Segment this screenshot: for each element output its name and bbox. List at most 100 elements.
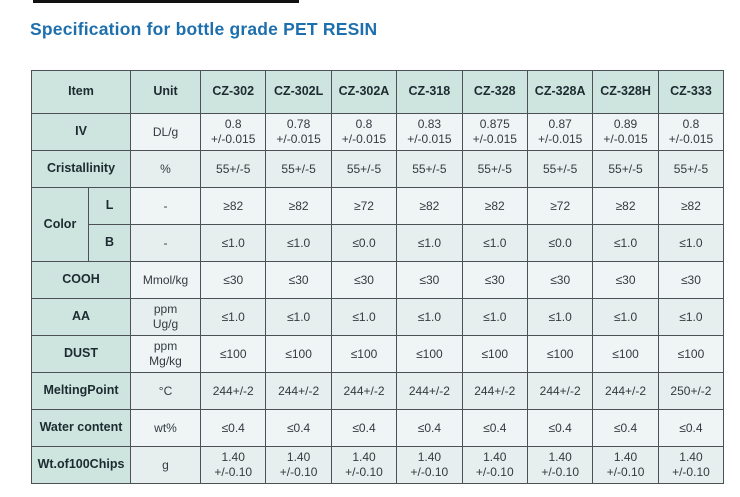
spec-table: Item Unit CZ-302 CZ-302L CZ-302A CZ-318 … bbox=[30, 70, 725, 484]
value-cell: ≤30 bbox=[265, 261, 332, 299]
value-cell: 250+/-2 bbox=[657, 372, 725, 410]
row-label: DUST bbox=[30, 335, 132, 373]
value-cell: 55+/-5 bbox=[592, 150, 659, 188]
row-label: Wt.of100Chips bbox=[30, 446, 132, 484]
value-cell: ≤1.0 bbox=[592, 224, 659, 262]
value-cell: ≤30 bbox=[461, 261, 528, 299]
unit-cell: wt% bbox=[130, 409, 202, 447]
value-cell: 244+/-2 bbox=[200, 372, 267, 410]
value-cell: ≤0.4 bbox=[330, 409, 398, 447]
value-cell: 244+/-2 bbox=[461, 372, 528, 410]
table-row-wt-of-100-chips: Wt.of100Chips g 1.40 +/-0.10 1.40 +/-0.1… bbox=[30, 446, 725, 484]
table-row-water-content: Water content wt% ≤0.4 ≤0.4 ≤0.4 ≤0.4 ≤0… bbox=[30, 409, 725, 447]
value-cell: ≤0.4 bbox=[592, 409, 659, 447]
value-cell: ≥82 bbox=[592, 187, 659, 225]
value-cell: 1.40 +/-0.10 bbox=[592, 446, 659, 484]
value-cell: ≤100 bbox=[657, 335, 725, 373]
row-label: L bbox=[87, 187, 132, 225]
value-cell: ≤1.0 bbox=[396, 298, 463, 336]
col-header-cz318: CZ-318 bbox=[396, 70, 463, 114]
value-cell: 55+/-5 bbox=[461, 150, 528, 188]
col-header-cz302a: CZ-302A bbox=[330, 70, 398, 114]
unit-cell: g bbox=[130, 446, 202, 484]
value-cell: ≤100 bbox=[200, 335, 267, 373]
col-header-cz328h: CZ-328H bbox=[592, 70, 659, 114]
value-cell: ≤1.0 bbox=[657, 224, 725, 262]
value-cell: ≤1.0 bbox=[265, 298, 332, 336]
value-cell: ≤30 bbox=[200, 261, 267, 299]
value-cell: ≤0.0 bbox=[526, 224, 594, 262]
value-cell: ≤30 bbox=[592, 261, 659, 299]
value-cell: ≤100 bbox=[330, 335, 398, 373]
value-cell: ≤1.0 bbox=[592, 298, 659, 336]
value-cell: 244+/-2 bbox=[526, 372, 594, 410]
value-cell: ≤1.0 bbox=[330, 298, 398, 336]
table-row-color-b: B - ≤1.0 ≤1.0 ≤0.0 ≤1.0 ≤1.0 ≤0.0 ≤1.0 ≤… bbox=[32, 224, 725, 262]
value-cell: 1.40 +/-0.10 bbox=[396, 446, 463, 484]
value-cell: ≤100 bbox=[265, 335, 332, 373]
value-cell: 55+/-5 bbox=[200, 150, 267, 188]
col-header-cz302l: CZ-302L bbox=[265, 70, 332, 114]
value-cell: ≤1.0 bbox=[200, 298, 267, 336]
header-row: Item Unit CZ-302 CZ-302L CZ-302A CZ-318 … bbox=[30, 70, 725, 114]
value-cell: 55+/-5 bbox=[657, 150, 725, 188]
value-cell: 1.40 +/-0.10 bbox=[461, 446, 528, 484]
value-cell: ≤0.4 bbox=[657, 409, 725, 447]
value-cell: ≤0.4 bbox=[200, 409, 267, 447]
value-cell: 244+/-2 bbox=[265, 372, 332, 410]
row-label: AA bbox=[30, 298, 132, 336]
value-cell: ≥82 bbox=[200, 187, 267, 225]
col-header-unit: Unit bbox=[130, 70, 202, 114]
value-cell: ≤1.0 bbox=[526, 298, 594, 336]
table-row-cristallinity: Cristallinity % 55+/-5 55+/-5 55+/-5 55+… bbox=[30, 150, 725, 188]
col-header-cz328a: CZ-328A bbox=[526, 70, 594, 114]
unit-cell: % bbox=[130, 150, 202, 188]
col-header-cz328: CZ-328 bbox=[461, 70, 528, 114]
row-label: Water content bbox=[30, 409, 132, 447]
table-row-meltingpoint: MeltingPoint °C 244+/-2 244+/-2 244+/-2 … bbox=[30, 372, 725, 410]
col-header-cz333: CZ-333 bbox=[657, 70, 725, 114]
unit-cell: °C bbox=[130, 372, 202, 410]
row-label: IV bbox=[30, 113, 132, 151]
row-label: B bbox=[87, 224, 132, 262]
value-cell: ≤0.0 bbox=[330, 224, 398, 262]
value-cell: ≤100 bbox=[592, 335, 659, 373]
value-cell: ≥82 bbox=[265, 187, 332, 225]
page-title: Specification for bottle grade PET RESIN bbox=[30, 18, 378, 39]
row-label: MeltingPoint bbox=[30, 372, 132, 410]
value-cell: ≥82 bbox=[657, 187, 725, 225]
top-edge-artifact bbox=[33, 0, 299, 3]
value-cell: 0.89 +/-0.015 bbox=[592, 113, 659, 151]
value-cell: ≤30 bbox=[657, 261, 725, 299]
value-cell: 0.83 +/-0.015 bbox=[396, 113, 463, 151]
table-row-iv: IV DL/g 0.8 +/-0.015 0.78 +/-0.015 0.8 +… bbox=[30, 113, 725, 151]
value-cell: 0.8 +/-0.015 bbox=[200, 113, 267, 151]
value-cell: ≤0.4 bbox=[396, 409, 463, 447]
value-cell: ≤0.4 bbox=[526, 409, 594, 447]
row-group-label-color: Color bbox=[31, 187, 89, 262]
value-cell: ≤30 bbox=[330, 261, 398, 299]
value-cell: 55+/-5 bbox=[330, 150, 398, 188]
value-cell: ≤0.4 bbox=[265, 409, 332, 447]
value-cell: ≥72 bbox=[526, 187, 594, 225]
value-cell: 1.40 +/-0.10 bbox=[200, 446, 267, 484]
value-cell: ≤100 bbox=[461, 335, 528, 373]
value-cell: 1.40 +/-0.10 bbox=[330, 446, 398, 484]
value-cell: ≤1.0 bbox=[200, 224, 267, 262]
unit-cell: ppm Ug/g bbox=[130, 298, 202, 336]
value-cell: 1.40 +/-0.10 bbox=[657, 446, 725, 484]
value-cell: ≥82 bbox=[461, 187, 528, 225]
value-cell: 0.8 +/-0.015 bbox=[330, 113, 398, 151]
value-cell: ≤30 bbox=[396, 261, 463, 299]
unit-cell: DL/g bbox=[130, 113, 202, 151]
value-cell: ≤1.0 bbox=[657, 298, 725, 336]
unit-cell: - bbox=[130, 224, 202, 262]
value-cell: ≥72 bbox=[330, 187, 398, 225]
value-cell: ≥82 bbox=[396, 187, 463, 225]
value-cell: 55+/-5 bbox=[265, 150, 332, 188]
table-row-dust: DUST ppm Mg/kg ≤100 ≤100 ≤100 ≤100 ≤100 … bbox=[30, 335, 725, 373]
value-cell: ≤100 bbox=[396, 335, 463, 373]
table-row-aa: AA ppm Ug/g ≤1.0 ≤1.0 ≤1.0 ≤1.0 ≤1.0 ≤1.… bbox=[30, 298, 725, 336]
value-cell: ≤30 bbox=[526, 261, 594, 299]
value-cell: 0.875 +/-0.015 bbox=[461, 113, 528, 151]
